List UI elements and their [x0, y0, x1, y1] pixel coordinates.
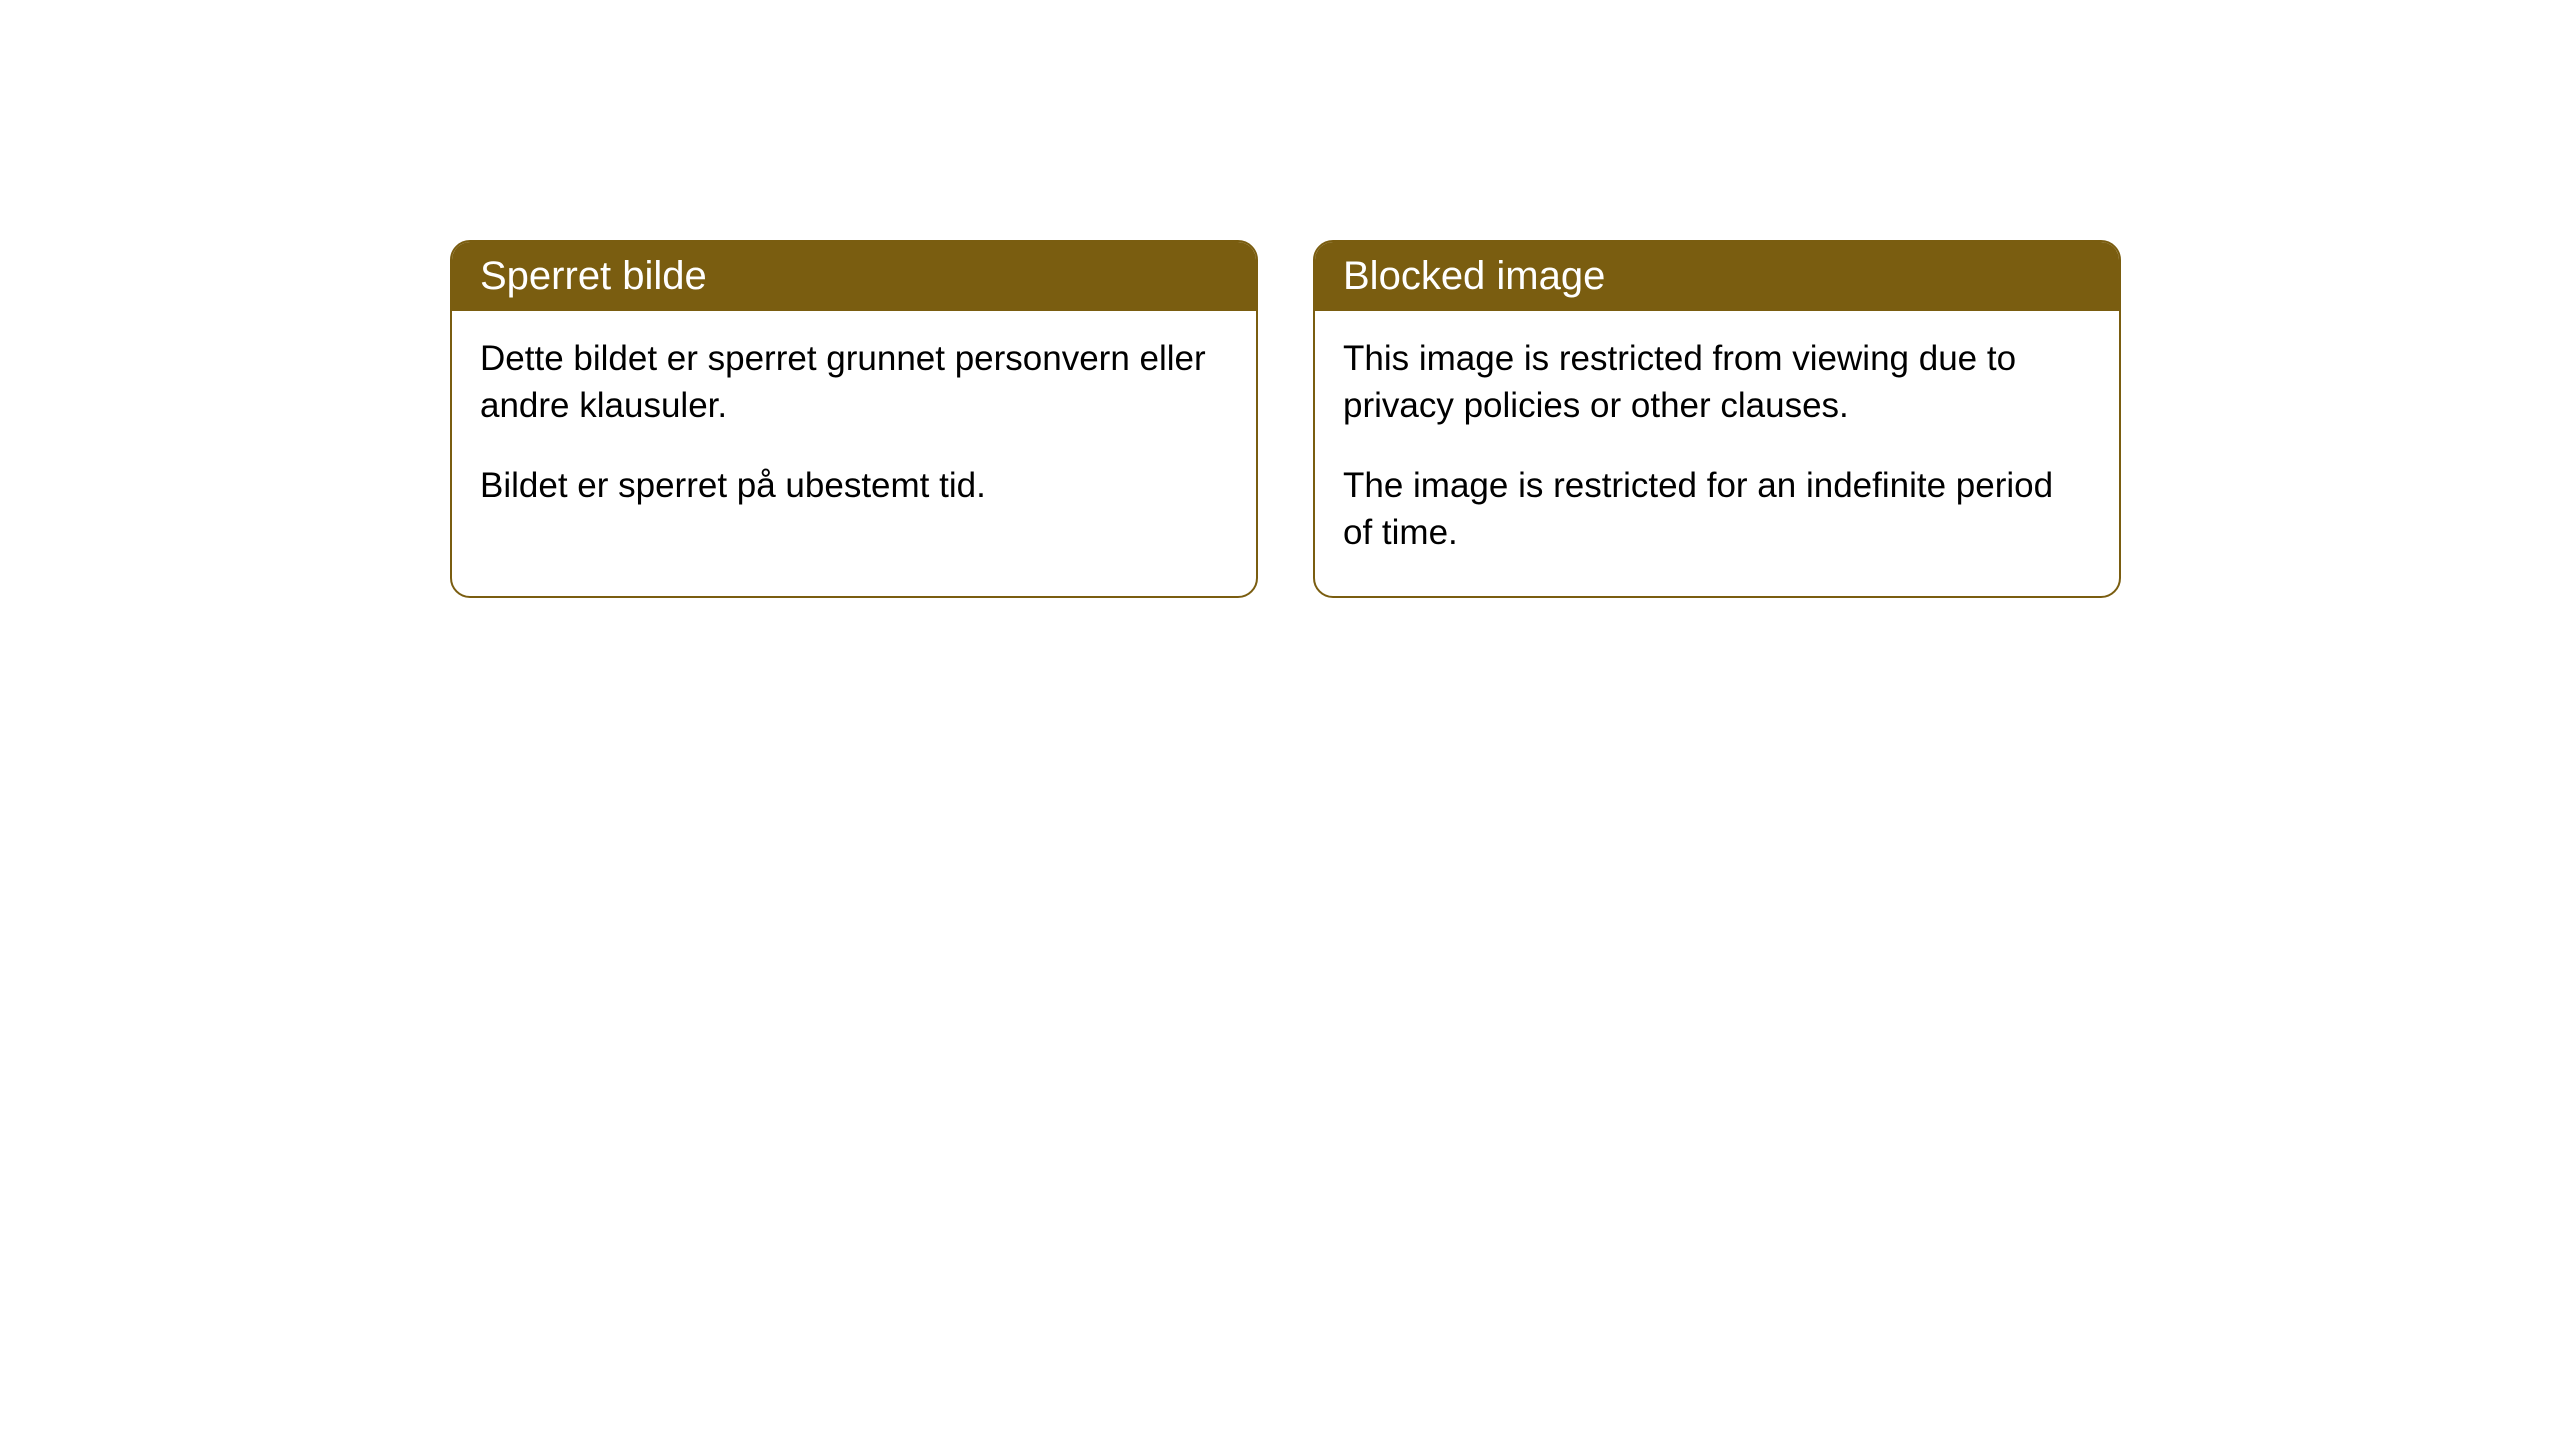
card-paragraph-2-no: Bildet er sperret på ubestemt tid. — [480, 462, 1228, 509]
card-header-no: Sperret bilde — [452, 242, 1256, 311]
blocked-image-card-no: Sperret bilde Dette bildet er sperret gr… — [450, 240, 1258, 598]
card-body-no: Dette bildet er sperret grunnet personve… — [452, 311, 1256, 549]
card-body-en: This image is restricted from viewing du… — [1315, 311, 2119, 596]
card-header-en: Blocked image — [1315, 242, 2119, 311]
card-paragraph-1-en: This image is restricted from viewing du… — [1343, 335, 2091, 430]
card-title-en: Blocked image — [1343, 254, 1605, 298]
blocked-image-card-en: Blocked image This image is restricted f… — [1313, 240, 2121, 598]
card-title-no: Sperret bilde — [480, 254, 707, 298]
cards-container: Sperret bilde Dette bildet er sperret gr… — [0, 0, 2560, 598]
card-paragraph-2-en: The image is restricted for an indefinit… — [1343, 462, 2091, 557]
card-paragraph-1-no: Dette bildet er sperret grunnet personve… — [480, 335, 1228, 430]
